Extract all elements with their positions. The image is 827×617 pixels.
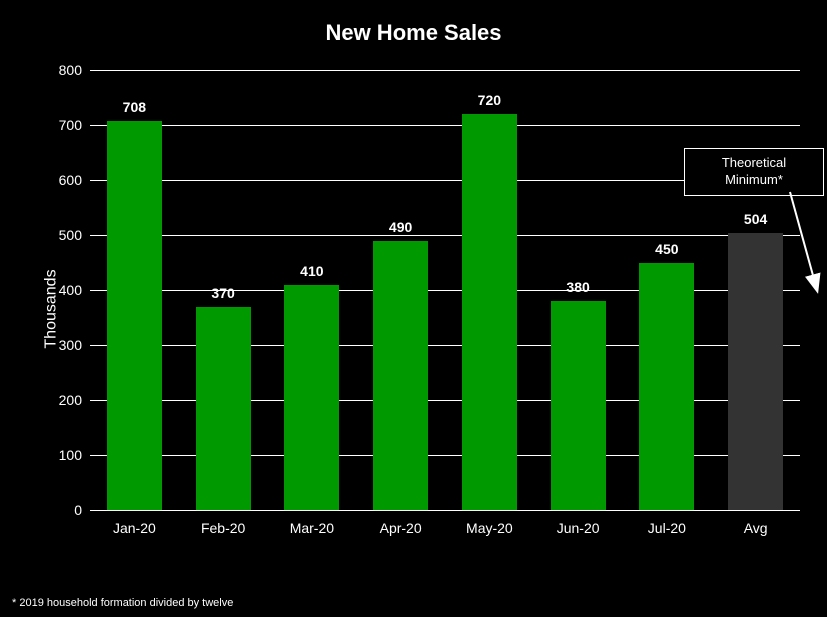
chart-container: New Home Sales Thousands 010020030040050… <box>0 0 827 617</box>
footnote: * 2019 household formation divided by tw… <box>12 597 233 609</box>
callout-arrow <box>0 0 827 617</box>
